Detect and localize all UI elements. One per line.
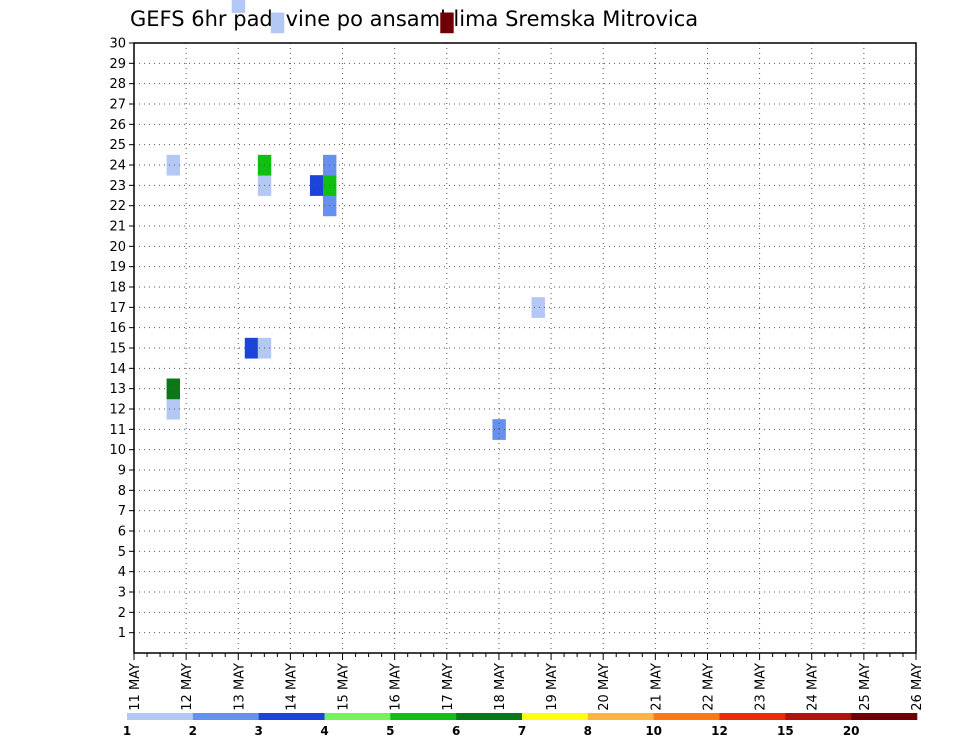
precip-cell (531, 297, 545, 318)
chart-title: GEFS 6hr padavine po ansamblima Sremska … (130, 7, 698, 31)
colorbar-label: 1 (123, 724, 131, 738)
y-tick-label: 20 (109, 240, 126, 255)
x-tick-label: 11 MAY (128, 663, 143, 711)
colorbar-label: 7 (518, 724, 526, 738)
y-tick-label: 12 (109, 403, 126, 418)
colorbar-swatch (587, 713, 654, 720)
y-tick-label: 2 (118, 606, 126, 621)
y-tick-label: 19 (109, 260, 126, 275)
y-tick-label: 25 (109, 138, 126, 153)
x-tick-label: 25 MAY (858, 663, 873, 711)
x-tick-label: 23 MAY (754, 663, 769, 711)
y-tick-label: 21 (109, 220, 126, 235)
colorbar-label: 6 (452, 724, 460, 738)
y-tick-label: 15 (109, 342, 126, 357)
colorbar-label: 20 (843, 724, 860, 738)
precip-cell (440, 12, 454, 34)
y-tick-label: 1 (118, 626, 126, 641)
y-tick-label: 27 (109, 98, 126, 113)
cells-layer (166, 0, 545, 440)
precip-cell (244, 337, 259, 359)
y-tick-label: 30 (109, 37, 126, 52)
precip-cell (231, 0, 246, 13)
precip-cell (166, 398, 181, 420)
y-tick-label: 3 (118, 586, 126, 601)
x-tick-label: 19 MAY (545, 663, 560, 711)
colorbar-label: 5 (386, 724, 394, 738)
y-tick-label: 18 (109, 281, 126, 296)
y-tick-label: 14 (109, 362, 126, 377)
y-tick-label: 23 (109, 179, 126, 194)
y-tick-label: 10 (109, 443, 126, 458)
colorbar-swatch (127, 713, 194, 720)
x-axis-labels: 11 MAY 12 MAY 13 MAY 14 MAY 15 MAY 16 MAY 17 M… (128, 663, 925, 711)
colorbar-label: 12 (711, 724, 728, 738)
y-tick-label: 16 (109, 321, 126, 336)
grid-layer (134, 43, 916, 653)
x-tick-label: 24 MAY (806, 663, 821, 711)
y-tick-label: 26 (109, 118, 126, 133)
colorbar-label: 3 (254, 724, 262, 738)
y-tick-label: 28 (109, 77, 126, 92)
ticks-layer (129, 42, 917, 660)
x-tick-label: 16 MAY (389, 663, 404, 711)
x-tick-label: 22 MAY (701, 663, 716, 711)
colorbar-swatch (324, 713, 391, 720)
y-tick-label: 8 (118, 484, 126, 499)
y-tick-label: 5 (118, 545, 126, 560)
precip-cell (309, 175, 324, 196)
y-tick-label: 11 (109, 423, 126, 438)
x-tick-label: 12 MAY (180, 663, 195, 711)
colorbar-label: 15 (777, 724, 794, 738)
y-tick-label: 13 (109, 382, 126, 397)
x-tick-label: 15 MAY (337, 663, 352, 711)
colorbar: 1 2 3 4 5 6 7 8 10 12 15 20 (123, 713, 918, 738)
y-tick-label: 17 (109, 301, 126, 316)
y-tick-label: 4 (118, 565, 126, 580)
colorbar-label: 10 (645, 724, 662, 738)
x-tick-label: 20 MAY (597, 663, 612, 711)
colorbar-swatch (785, 713, 852, 720)
colorbar-label: 2 (189, 724, 197, 738)
y-tick-label: 22 (109, 199, 126, 214)
x-tick-label: 21 MAY (649, 663, 664, 711)
y-tick-label: 6 (118, 525, 126, 540)
colorbar-swatch (851, 713, 918, 720)
y-tick-label: 29 (109, 57, 126, 72)
x-tick-label: 17 MAY (441, 663, 456, 711)
colorbar-swatch (522, 713, 589, 720)
x-tick-label: 18 MAY (493, 663, 508, 711)
y-tick-label: 7 (118, 504, 126, 519)
precip-cell (166, 154, 181, 176)
y-tick-label: 24 (109, 159, 126, 174)
y-tick-label: 9 (118, 464, 126, 479)
x-tick-label: 26 MAY (910, 663, 925, 711)
colorbar-swatch (653, 713, 720, 720)
y-axis-labels: 1234567891011121314151617181920212223242… (109, 37, 126, 642)
precip-cell (270, 12, 285, 34)
precip-cell (166, 378, 181, 400)
colorbar-label: 4 (320, 724, 328, 738)
x-tick-label: 13 MAY (232, 663, 247, 711)
colorbar-label: 8 (584, 724, 592, 738)
colorbar-swatch (390, 713, 457, 720)
colorbar-swatch (192, 713, 259, 720)
colorbar-swatch (456, 713, 523, 720)
colorbar-swatch (719, 713, 786, 720)
x-tick-label: 14 MAY (284, 663, 299, 711)
colorbar-swatch (258, 713, 325, 720)
